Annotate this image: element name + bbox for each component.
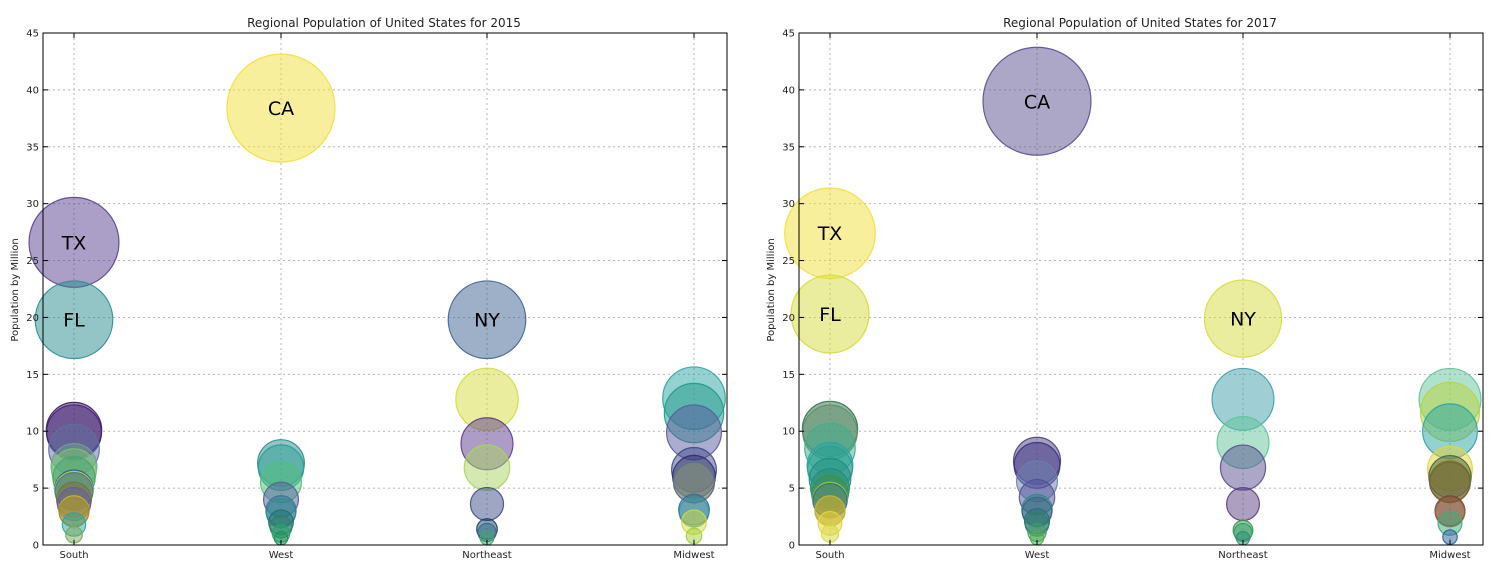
bubble <box>820 524 840 543</box>
bubble-label-ca: CA <box>1024 91 1050 113</box>
x-tick-label: Northeast <box>462 550 511 561</box>
axes: 0 5 10 15 20 25 30 35 40 45 South West Northeast Midw… <box>782 29 1484 561</box>
chart-title: Regional Population of United States for… <box>247 16 521 30</box>
chart-title: Regional Population of United States for… <box>1003 16 1277 30</box>
bubble <box>463 444 511 491</box>
x-tick-label: South <box>59 550 88 561</box>
bubble-label-ca: CA <box>268 98 294 120</box>
y-tick-label: 30 <box>782 199 795 210</box>
y-tick-label: 30 <box>26 199 39 210</box>
bubble <box>1219 444 1267 491</box>
bubble-ca <box>982 46 1092 156</box>
y-tick-label: 45 <box>782 29 795 40</box>
y-tick-label: 25 <box>26 256 39 267</box>
y-axis-label: Population by Million <box>766 238 777 341</box>
bubble-fl <box>790 274 870 354</box>
y-tick-label: 5 <box>33 484 39 495</box>
plot-frame <box>42 32 728 546</box>
bubble-label-ny: NY <box>474 310 500 332</box>
chart-2017-svg: Regional Population of United States for… <box>766 16 1484 561</box>
bubble-ny <box>1203 279 1283 358</box>
x-tick-label: West <box>269 550 294 561</box>
x-tick-label: West <box>1025 550 1050 561</box>
grid-lines <box>43 33 727 545</box>
bubble <box>1225 487 1261 522</box>
bubbles <box>28 53 726 546</box>
x-tick-label: Midwest <box>673 550 714 561</box>
bubble <box>469 486 505 522</box>
plot-frame <box>798 32 1484 546</box>
y-tick-label: 25 <box>782 256 795 267</box>
grid-lines <box>799 33 1483 545</box>
bubble-label-fl: FL <box>63 310 85 332</box>
bubble-fl <box>34 280 114 360</box>
x-tick-label: Northeast <box>1218 550 1267 561</box>
y-tick-label: 35 <box>26 142 39 153</box>
x-tick-label: South <box>815 550 844 561</box>
bubble-ny <box>447 280 527 360</box>
bubble-label-fl: FL <box>819 304 841 326</box>
y-tick-label: 20 <box>26 313 39 324</box>
bubbles <box>784 46 1482 546</box>
bubble-label-ny: NY <box>1230 309 1256 331</box>
bubble-label-tx: TX <box>817 223 843 245</box>
y-tick-label: 0 <box>33 541 39 552</box>
x-tick-label: Midwest <box>1429 550 1470 561</box>
y-tick-label: 45 <box>26 29 39 40</box>
y-tick-label: 10 <box>26 427 39 438</box>
chart-2017: Regional Population of United States for… <box>756 0 1500 575</box>
bubble-label-tx: TX <box>61 232 87 254</box>
y-tick-label: 40 <box>782 85 795 96</box>
y-tick-label: 35 <box>782 142 795 153</box>
y-tick-label: 0 <box>789 541 795 552</box>
chart-2015: Regional Population of United States for… <box>10 16 728 561</box>
bubble-labels: CA TX FL NY <box>817 91 1257 330</box>
y-tick-label: 15 <box>782 370 795 381</box>
axes: 0 5 10 15 20 25 30 35 40 45 South West Northeast Midw… <box>26 29 728 561</box>
bubble-ca <box>226 53 336 163</box>
y-tick-label: 5 <box>789 484 795 495</box>
chart-2015-svg: Regional Population of United States for… <box>10 16 728 561</box>
bubble-labels: CA TX FL NY <box>61 98 501 332</box>
y-tick-label: 15 <box>26 370 39 381</box>
y-tick-label: 40 <box>26 85 39 96</box>
y-tick-label: 20 <box>782 313 795 324</box>
y-tick-label: 10 <box>782 427 795 438</box>
y-axis-label: Population by Million <box>10 238 21 341</box>
